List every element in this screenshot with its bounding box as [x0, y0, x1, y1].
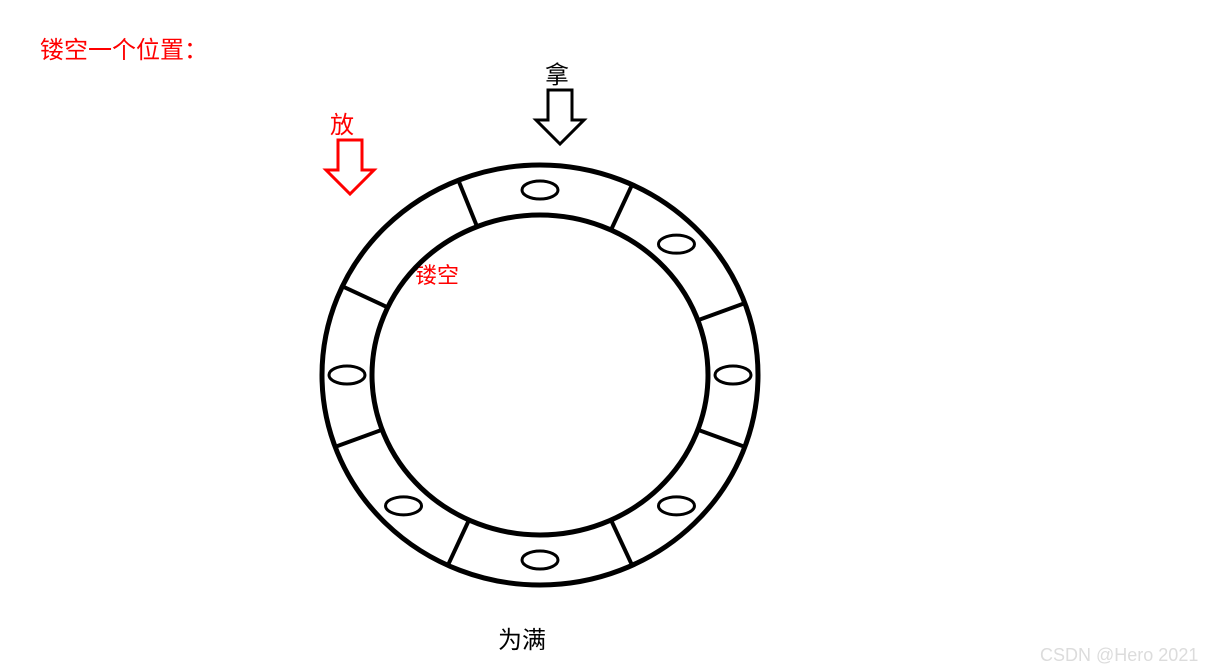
ring-diagram [0, 0, 1230, 669]
